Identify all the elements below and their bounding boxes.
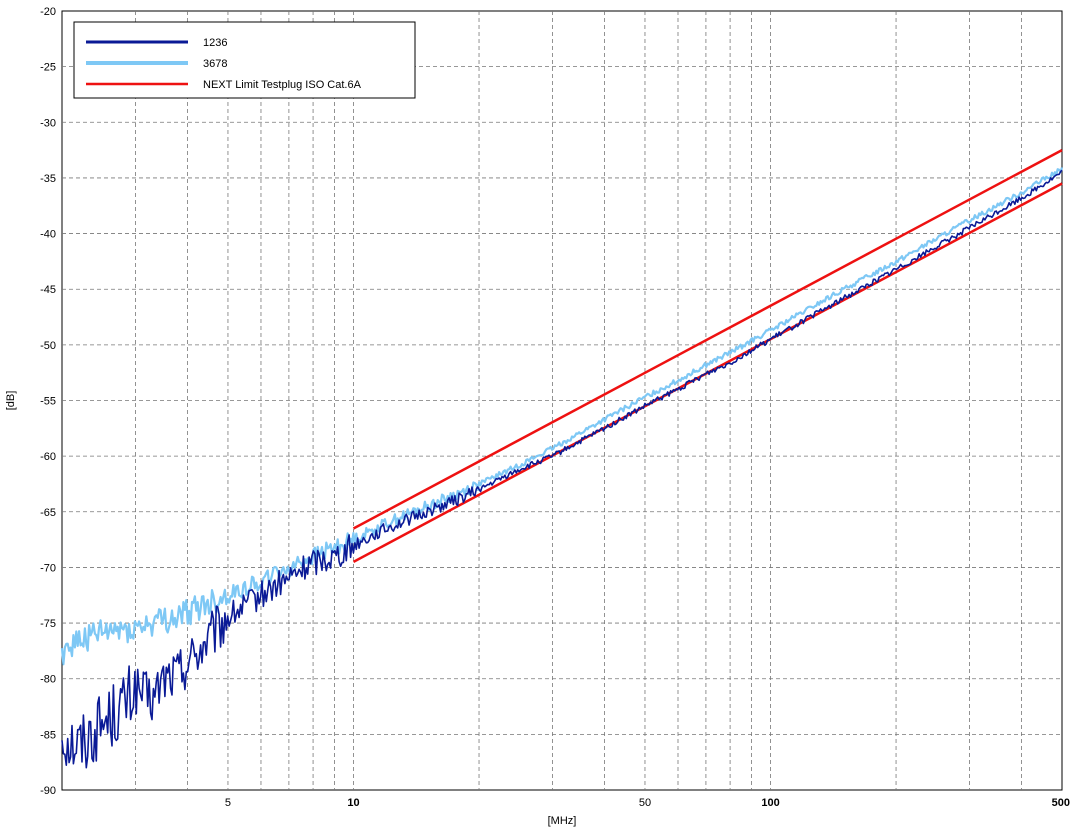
y-tick-label: -70 xyxy=(40,562,56,574)
series-line-1236 xyxy=(61,169,1063,769)
x-tick-label: 5 xyxy=(225,797,231,809)
y-tick-label: -60 xyxy=(40,451,56,463)
x-axis-label: [MHz] xyxy=(548,815,577,827)
y-tick-label: -75 xyxy=(40,618,56,630)
y-tick-label: -20 xyxy=(40,6,56,18)
next-limit-upper-line xyxy=(352,149,1063,530)
legend-label-3678: 3678 xyxy=(203,58,227,70)
y-tick-label: -85 xyxy=(40,729,56,741)
y-tick-label: -80 xyxy=(40,674,56,686)
y-tick-label: -40 xyxy=(40,229,56,241)
legend-label-next-limit: NEXT Limit Testplug ISO Cat.6A xyxy=(203,79,362,91)
legend-box xyxy=(73,21,416,99)
grid xyxy=(62,11,1062,790)
y-tick-label: -90 xyxy=(40,785,56,797)
y-tick-label: -35 xyxy=(40,173,56,185)
x-tick-label: 10 xyxy=(347,797,359,809)
y-tick-label: -45 xyxy=(40,284,56,296)
y-tick-label: -25 xyxy=(40,62,56,74)
y-tick-label: -55 xyxy=(40,396,56,408)
tick-labels: -20 -25 -30 -35 -40 -45 -50 -55 -60 -65 -70 -75 -80 -… xyxy=(40,6,1070,809)
series-layer xyxy=(60,149,1064,769)
x-tick-label: 100 xyxy=(761,797,779,809)
y-tick-label: -50 xyxy=(40,340,56,352)
y-tick-label: -30 xyxy=(40,117,56,129)
y-axis-label: [dB] xyxy=(5,391,17,411)
legend-label-1236: 1236 xyxy=(203,37,227,49)
legend: 1236 3678 NEXT Limit Testplug ISO Cat.6A xyxy=(73,21,416,99)
y-tick-label: -65 xyxy=(40,507,56,519)
x-tick-label: 50 xyxy=(639,797,651,809)
x-tick-label: 500 xyxy=(1052,797,1070,809)
series-line-3678 xyxy=(60,167,1064,666)
